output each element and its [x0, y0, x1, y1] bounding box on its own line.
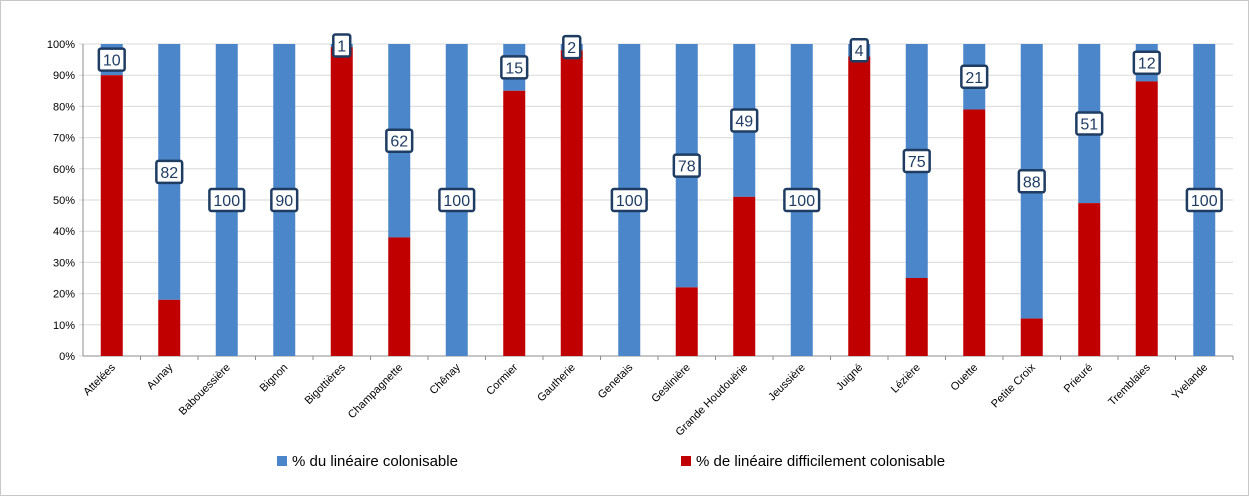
x-tick-label: Gautherie	[535, 362, 578, 405]
x-tick-label: Bigottières	[303, 361, 349, 407]
bar-difficilement	[330, 47, 353, 357]
x-tick-label: Jeussière	[766, 362, 808, 404]
data-label: 90	[275, 193, 293, 210]
x-tick-label: Cormier	[484, 361, 520, 397]
data-labels: 10 82 100 90 1 62 100 15 2 100 78 49 100 4 75 21 88 51 12 1…	[97, 33, 1223, 213]
x-tick-label: Chênay	[428, 361, 464, 397]
legend-label-difficilement: % de linéaire difficilement colonisable	[696, 453, 945, 470]
y-tick-label: 90%	[53, 70, 75, 82]
data-label-box	[562, 34, 582, 60]
bar-difficilement	[905, 278, 928, 356]
data-label-box	[97, 47, 126, 72]
y-tick-label: 80%	[53, 101, 75, 113]
data-label-box	[730, 108, 759, 133]
data-label-box	[155, 159, 184, 185]
data-label-box	[332, 33, 352, 58]
bar-difficilement	[848, 56, 871, 356]
data-label: 49	[735, 113, 753, 130]
x-tick-label: Babouessière	[177, 362, 233, 418]
y-tick-label: 50%	[53, 195, 75, 207]
bar-difficilement	[158, 299, 181, 356]
x-tick-label: Tremblaies	[1106, 361, 1153, 408]
x-tick-label: Aunay	[145, 361, 176, 392]
data-label: 1	[337, 39, 346, 56]
data-label-box	[438, 187, 476, 213]
legend-label-colonisable: % du linéaire colonisable	[292, 453, 458, 470]
data-label-box	[1185, 187, 1223, 213]
data-label: 2	[567, 40, 576, 57]
data-label-box	[500, 55, 529, 80]
data-label-box	[902, 148, 931, 174]
y-tick-label: 60%	[53, 164, 75, 176]
data-label: 62	[390, 134, 408, 151]
y-tick-label: 100%	[47, 39, 75, 51]
y-tick-label: 40%	[53, 226, 75, 238]
data-label-box	[385, 128, 414, 153]
data-label: 51	[1080, 117, 1098, 134]
bar-difficilement	[100, 75, 123, 356]
bar-difficilement	[388, 237, 411, 356]
y-tick-label: 20%	[53, 289, 75, 301]
gridlines	[79, 43, 1233, 357]
x-tick-label: Prieuré	[1062, 362, 1096, 396]
data-label: 100	[616, 193, 643, 210]
data-label: 15	[505, 60, 523, 77]
data-label: 100	[1191, 193, 1218, 210]
data-label-box	[1075, 111, 1104, 136]
legend-swatch-colonisable	[277, 456, 287, 466]
bar-difficilement	[963, 109, 986, 357]
data-label: 21	[965, 70, 983, 87]
y-tick-label: 10%	[53, 320, 75, 332]
y-tick-label: 0%	[59, 351, 75, 363]
data-label: 82	[160, 165, 178, 182]
x-tick-label: Lézière	[889, 362, 923, 396]
data-label: 75	[908, 154, 926, 171]
data-label-box	[610, 187, 648, 213]
data-label-box	[783, 187, 821, 213]
x-tick-label: Genetais	[596, 361, 636, 401]
data-label: 12	[1138, 56, 1156, 73]
data-label-box	[672, 153, 701, 178]
data-label-box	[960, 64, 989, 90]
x-tick-label: Petite Croix	[989, 361, 1038, 410]
data-label: 88	[1023, 174, 1041, 191]
x-axis-ticks: Attelées Aunay Babouessière Bignon Bigottièr…	[81, 356, 1234, 438]
x-tick-label: Ouette	[949, 362, 981, 394]
x-tick-label: Attelées	[81, 361, 118, 398]
data-label: 78	[678, 159, 696, 176]
x-tick-label: Geslinière	[649, 362, 693, 406]
x-tick-label: Bignon	[258, 362, 291, 395]
y-axis-ticks: 0% 10% 20% 30% 40% 50% 60% 70% 80% 90% 100%	[47, 39, 75, 363]
y-tick-label: 30%	[53, 257, 75, 269]
legend-swatch-difficilement	[681, 456, 691, 466]
data-label-box	[208, 187, 246, 213]
bar-difficilement	[1020, 318, 1043, 356]
bars	[100, 44, 1216, 357]
bar-difficilement	[733, 196, 756, 356]
data-label-box	[1017, 169, 1046, 194]
data-label: 10	[103, 53, 121, 70]
data-label: 4	[855, 43, 864, 60]
bar-difficilement	[560, 50, 583, 357]
data-label: 100	[443, 193, 470, 210]
x-tick-label: Yvelande	[1170, 362, 1210, 402]
data-label: 100	[213, 193, 240, 210]
y-tick-label: 70%	[53, 133, 75, 145]
data-label-box	[1132, 50, 1161, 75]
data-label: 100	[788, 193, 815, 210]
x-tick-label: Champagnette	[346, 362, 406, 422]
data-label-box	[270, 187, 299, 213]
bar-difficilement	[503, 90, 526, 357]
data-label-box	[849, 37, 869, 63]
bar-difficilement	[1078, 203, 1101, 356]
legend: % du linéaire colonisable % de linéaire …	[277, 453, 945, 470]
bar-difficilement	[675, 287, 698, 356]
x-tick-label: Juigné	[834, 362, 865, 393]
bar-difficilement	[1135, 81, 1158, 356]
